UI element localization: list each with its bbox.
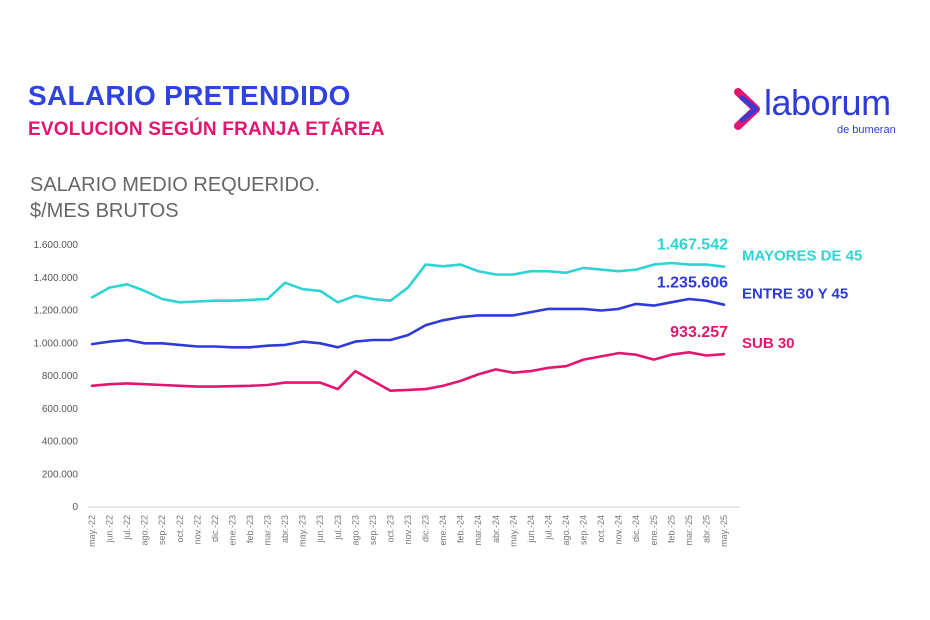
y-axis: 0 200.000 400.000 600.000 800.000 1.000.000 1.… — [34, 240, 79, 513]
x-tick-label: dic.-22 — [210, 515, 220, 542]
x-tick-label: ene.-25 — [649, 515, 659, 546]
x-tick-label: oct.-22 — [175, 515, 185, 543]
y-tick-label: 1.200.000 — [34, 306, 79, 317]
series-line-mayores-de-45 — [90, 261, 726, 304]
x-tick-label: jul.-24 — [543, 515, 553, 541]
x-tick-label: nov.-23 — [403, 515, 413, 544]
x-tick-label: ene.-24 — [438, 515, 448, 546]
x-tick-label: jul.-22 — [122, 515, 132, 541]
y-tick-label: 1.400.000 — [34, 273, 79, 284]
x-tick-label: may.-22 — [87, 515, 97, 547]
series-line-sub-30 — [90, 351, 726, 392]
end-value-sub-30: 933.257 — [670, 324, 728, 341]
laborum-logo: laborum de bumeran — [734, 82, 914, 138]
chart-title: SALARIO PRETENDIDO — [28, 80, 351, 111]
x-tick-label: oct.-23 — [385, 515, 395, 543]
x-tick-label: abr.-23 — [280, 515, 290, 543]
x-tick-label: mar.-23 — [263, 515, 273, 546]
logo-wordmark: laborum — [764, 82, 891, 123]
x-tick-label: sep.-24 — [579, 515, 589, 545]
unit-label-line1: SALARIO MEDIO REQUERIDO. — [30, 174, 321, 196]
y-tick-label: 0 — [72, 502, 78, 513]
legend-entre-30-y-45: ENTRE 30 Y 45 — [742, 286, 848, 303]
x-tick-label: mar.-24 — [473, 515, 483, 546]
unit-label: SALARIO MEDIO REQUERIDO. $/MES BRUTOS — [30, 172, 320, 224]
x-tick-label: feb.-23 — [245, 515, 255, 543]
x-tick-label: oct.-24 — [596, 515, 606, 543]
series-line-entre-30-y-45 — [90, 297, 726, 349]
unit-label-line2: $/MES BRUTOS — [30, 200, 179, 222]
x-tick-label: ago.-24 — [561, 515, 571, 546]
x-tick-label: jun.-24 — [526, 515, 536, 544]
legend-sub-30: SUB 30 — [742, 335, 795, 352]
x-tick-label: ago.-23 — [350, 515, 360, 546]
x-tick-label: jun.-22 — [105, 515, 115, 544]
x-tick-label: ago.-22 — [140, 515, 150, 546]
end-value-entre-30-y-45: 1.235.606 — [657, 275, 728, 292]
x-tick-label: dic.-23 — [421, 515, 431, 542]
y-tick-label: 1.000.000 — [34, 338, 79, 349]
x-tick-label: mar.-25 — [684, 515, 694, 546]
end-value-mayores-de-45: 1.467.542 — [657, 237, 728, 254]
x-tick-label: sep.-23 — [368, 515, 378, 545]
y-tick-label: 200.000 — [42, 469, 79, 480]
x-tick-label: feb.-25 — [666, 515, 676, 543]
x-tick-label: abr.-24 — [491, 515, 501, 543]
series-lines — [90, 261, 726, 392]
x-tick-label: jul.-23 — [333, 515, 343, 541]
laborum-chevron-icon — [734, 88, 760, 130]
chart-subtitle: EVOLUCION SEGÚN FRANJA ETÁREA — [28, 119, 385, 140]
y-tick-label: 600.000 — [42, 404, 79, 415]
x-tick-label: may.-24 — [508, 515, 518, 547]
x-tick-label: nov.-24 — [614, 515, 624, 544]
x-tick-label: feb.-24 — [456, 515, 466, 543]
x-tick-label: abr.-25 — [701, 515, 711, 543]
x-tick-label: may.-23 — [298, 515, 308, 547]
y-tick-label: 1.600.000 — [34, 240, 79, 251]
x-tick-label: may.-25 — [719, 515, 729, 547]
y-tick-label: 800.000 — [42, 371, 79, 382]
legend-mayores-de-45: MAYORES DE 45 — [742, 248, 862, 265]
logo-tagline: de bumeran — [837, 124, 896, 136]
x-tick-label: jun.-23 — [315, 515, 325, 544]
x-tick-label: sep.-22 — [157, 515, 167, 545]
x-tick-label: dic.-24 — [631, 515, 641, 542]
x-tick-label: nov.-22 — [192, 515, 202, 544]
x-axis: may.-22 jun.-22 jul.-22 ago.-22 sep.-22 oct.-… — [87, 515, 729, 547]
series-labels: 1.467.542 MAYORES DE 45 1.235.606 ENTRE 30 … — [657, 237, 863, 352]
x-tick-label: ene.-23 — [227, 515, 237, 546]
y-tick-label: 400.000 — [42, 437, 79, 448]
